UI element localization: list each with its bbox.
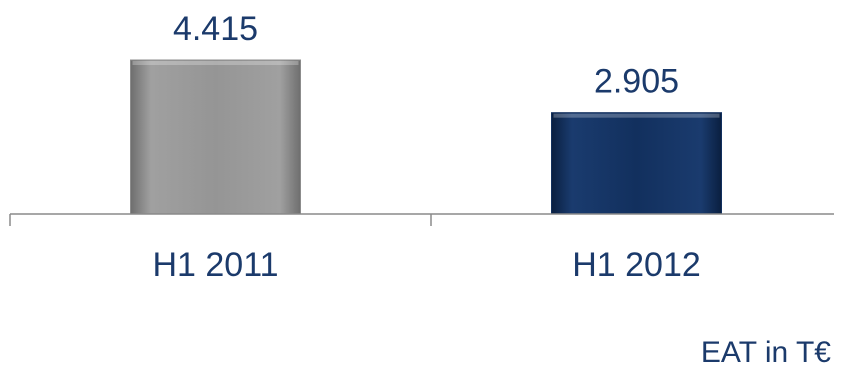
- bar-h1-2012: [551, 112, 722, 215]
- data-label-h1-2011: 4.415: [173, 10, 258, 48]
- labels-layer: 4.415 H1 2011 2.905 H1 2012: [152, 10, 700, 284]
- unit-label: EAT in T€: [701, 336, 831, 369]
- bar-bevel-h1-2012: [553, 113, 720, 118]
- bar-h1-2011: [130, 59, 301, 215]
- bar-bevel-h1-2011: [132, 61, 299, 65]
- data-label-h1-2012: 2.905: [594, 63, 679, 101]
- category-label-h1-2012: H1 2012: [572, 246, 701, 284]
- category-label-h1-2011: H1 2011: [152, 246, 278, 284]
- bars-layer: [130, 59, 722, 215]
